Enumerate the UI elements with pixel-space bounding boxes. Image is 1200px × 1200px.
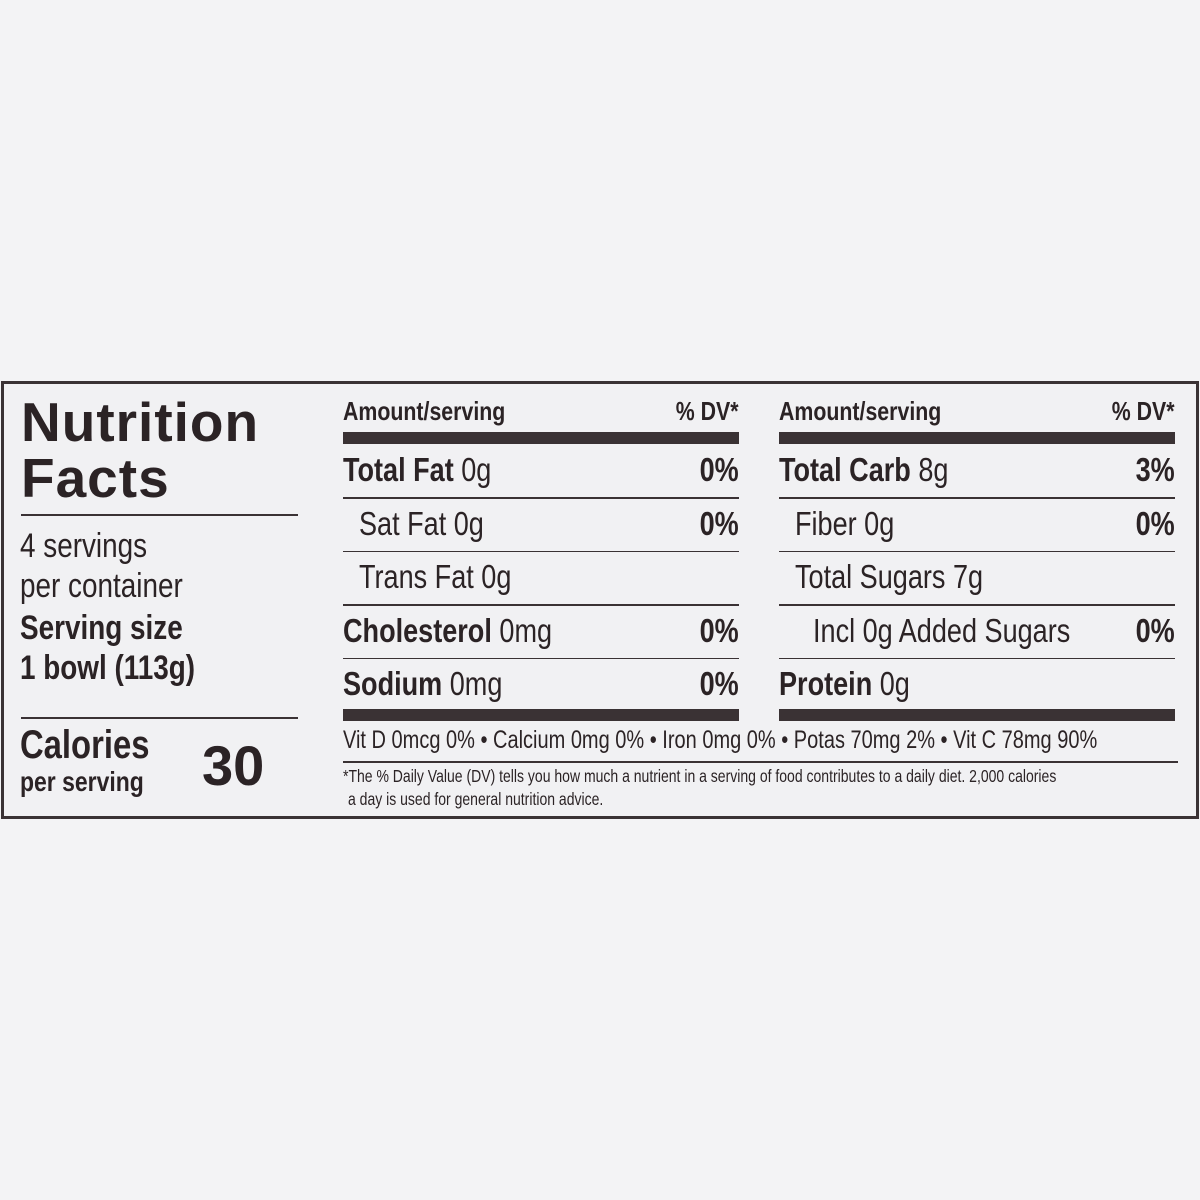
nutrient-amount: 0g: [879, 665, 910, 702]
nutrient-name: Total Sugars: [795, 558, 946, 595]
divider: [343, 657, 739, 659]
nutrient-dv: 0%: [1135, 504, 1175, 542]
vitamins-line: Vit D 0mcg 0% • Calcium 0mg 0% • Iron 0m…: [343, 726, 1178, 755]
table-header: Amount/serving % DV*: [779, 396, 1175, 426]
nutrient-row: Trans Fat 0g: [359, 552, 739, 602]
servings-line-1: 4 servings: [20, 527, 148, 565]
thick-divider: [343, 709, 739, 721]
header-amount: Amount/serving: [343, 395, 506, 426]
nutrient-name: Trans Fat: [359, 558, 474, 595]
servings-line-2: per container: [20, 567, 183, 605]
header-dv: % DV*: [676, 395, 739, 426]
nutrient-row: Incl 0g Added Sugars 0%: [813, 606, 1175, 656]
nutrient-amount: 0mg: [449, 665, 503, 702]
nutrient-row: Sodium 0mg 0%: [343, 659, 739, 709]
nutrient-name: Incl 0g Added Sugars: [813, 611, 1071, 649]
serving-size-label: Serving size: [20, 609, 183, 647]
nutrient-amount: 7g: [952, 558, 984, 595]
nutrition-facts-label: Nutrition Facts 4 servings per container…: [1, 381, 1199, 819]
nutrient-dv: 0%: [699, 504, 739, 542]
calories-label: Calories: [20, 724, 178, 766]
footnote-line-2: a day is used for general nutrition advi…: [348, 789, 604, 809]
nutrient-label: Cholesterol 0mg: [343, 612, 552, 650]
nutrient-name: Total Carb: [779, 451, 911, 488]
footnote: *The % Daily Value (DV) tells you how mu…: [343, 765, 1200, 811]
divider: [343, 604, 739, 606]
thick-divider: [343, 432, 739, 444]
nutrient-row: Sat Fat 0g 0%: [359, 499, 739, 549]
nutrient-label: Trans Fat 0g: [359, 558, 511, 596]
nutrient-amount: 0g: [461, 451, 492, 488]
nutrient-row: Cholesterol 0mg 0%: [343, 606, 739, 656]
divider: [779, 604, 1175, 606]
nutrient-row: Total Carb 8g 3%: [779, 445, 1175, 495]
footnote-line-1: *The % Daily Value (DV) tells you how mu…: [343, 766, 1057, 786]
nutrient-label: Total Sugars 7g: [795, 558, 983, 596]
nutrient-row: Total Sugars 7g: [795, 552, 1175, 602]
nutrient-name: Fiber: [795, 504, 857, 542]
nutrient-amount: 0g: [481, 558, 512, 595]
divider: [21, 514, 298, 516]
nutrient-dv: 0%: [699, 611, 739, 649]
calories-sub: per serving: [20, 767, 171, 797]
servings-per-container: 4 servings per container: [20, 526, 218, 606]
nutrient-label: Incl 0g Added Sugars: [813, 612, 1070, 650]
nutrient-name: Sat Fat: [359, 504, 447, 542]
calories-label-text: Calories: [20, 723, 150, 767]
nutrient-name: Cholesterol: [343, 611, 492, 649]
header-dv: % DV*: [1112, 395, 1175, 426]
divider: [343, 550, 739, 552]
table-header: Amount/serving % DV*: [343, 396, 739, 426]
vitamins-text: Vit D 0mcg 0% • Calcium 0mg 0% • Iron 0m…: [343, 726, 1098, 754]
nutrient-amount: 0g: [864, 504, 895, 542]
nutrient-amount: 8g: [918, 451, 949, 488]
divider: [779, 497, 1175, 499]
serving-size-value: 1 bowl (113g): [20, 649, 196, 687]
nutrient-amount: 0g: [453, 504, 484, 542]
nutrient-label: Total Carb 8g: [779, 451, 948, 489]
nutrient-amount: 0mg: [499, 611, 553, 649]
serving-size: Serving size 1 bowl (113g): [20, 608, 234, 688]
divider: [779, 550, 1175, 552]
nutrient-row: Total Fat 0g 0%: [343, 445, 739, 495]
header-amount: Amount/serving: [779, 395, 942, 426]
calories-value: 30: [202, 734, 265, 797]
divider: [21, 717, 298, 719]
nutrient-dv: 0%: [699, 451, 739, 488]
nutrient-name: Total Fat: [343, 451, 454, 488]
nutrient-name: Sodium: [343, 665, 443, 702]
label-title: Nutrition Facts: [21, 394, 259, 506]
nutrient-label: Fiber 0g: [795, 505, 894, 543]
thick-divider: [779, 432, 1175, 444]
nutrient-label: Sodium 0mg: [343, 665, 502, 703]
calories-sub-text: per serving: [20, 766, 144, 797]
thick-divider: [779, 709, 1175, 721]
nutrient-name: Protein: [779, 665, 873, 702]
nutrient-dv: 0%: [1135, 611, 1175, 649]
nutrient-row: Fiber 0g 0%: [795, 499, 1175, 549]
nutrient-label: Total Fat 0g: [343, 451, 491, 489]
divider: [779, 657, 1175, 659]
title-line-1: Nutrition: [21, 391, 260, 453]
nutrient-label: Protein 0g: [779, 665, 910, 703]
nutrient-row: Protein 0g: [779, 659, 1175, 709]
title-line-2: Facts: [21, 447, 170, 509]
nutrient-label: Sat Fat 0g: [359, 505, 484, 543]
divider: [343, 497, 739, 499]
nutrient-dv: 3%: [1135, 451, 1175, 488]
nutrient-dv: 0%: [699, 665, 739, 702]
divider: [343, 761, 1178, 763]
